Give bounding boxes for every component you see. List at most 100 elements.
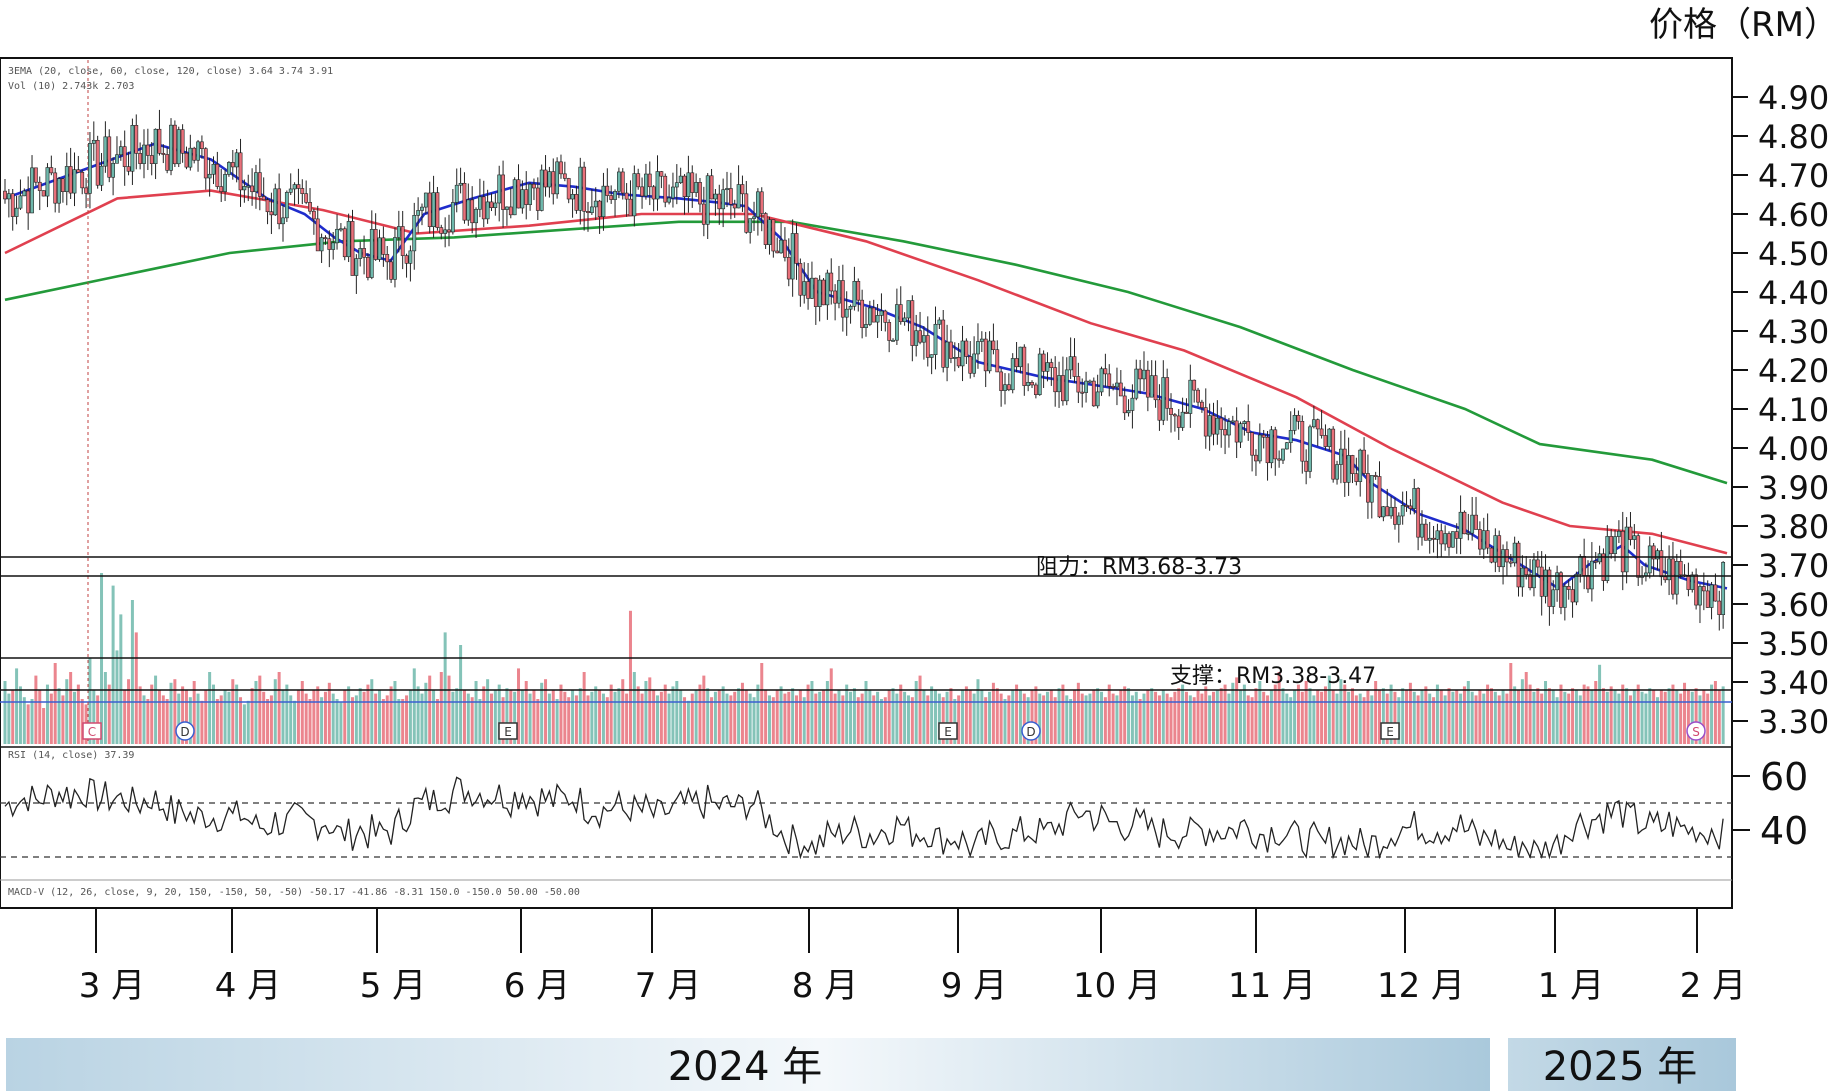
candle bbox=[412, 202, 417, 270]
volume-bar bbox=[138, 686, 142, 744]
volume-bar bbox=[1513, 686, 1517, 744]
volume-bar bbox=[1667, 688, 1671, 744]
candle bbox=[57, 176, 61, 213]
candle bbox=[894, 288, 899, 345]
candle-body bbox=[161, 152, 166, 155]
candle-body bbox=[1497, 535, 1502, 568]
candle-body bbox=[1346, 455, 1351, 483]
candle-body bbox=[1080, 391, 1085, 394]
candle bbox=[145, 128, 150, 171]
volume-bar bbox=[760, 663, 764, 744]
volume-bar bbox=[1621, 684, 1625, 744]
volume-bar bbox=[1551, 690, 1555, 744]
candle bbox=[840, 264, 845, 332]
candle-body bbox=[470, 199, 475, 224]
candle bbox=[698, 177, 702, 213]
candle-body bbox=[196, 141, 200, 161]
volume-bar bbox=[111, 585, 115, 744]
candle bbox=[1458, 495, 1463, 555]
volume-bar bbox=[1609, 686, 1613, 744]
volume-bar bbox=[1505, 693, 1509, 744]
candle-body bbox=[308, 202, 312, 212]
candle bbox=[184, 146, 189, 170]
candle-body bbox=[1126, 410, 1131, 414]
candle bbox=[497, 165, 502, 222]
volume-bar bbox=[123, 690, 127, 744]
candle-body bbox=[1373, 475, 1378, 477]
candle-body bbox=[976, 341, 980, 355]
candle bbox=[752, 201, 756, 231]
candle-body bbox=[875, 315, 880, 323]
volume-bar bbox=[876, 691, 880, 744]
candle bbox=[3, 178, 7, 204]
candle bbox=[196, 139, 200, 172]
candle bbox=[655, 155, 660, 211]
candle-body bbox=[435, 192, 440, 228]
volume-bar bbox=[667, 693, 671, 744]
candle-body bbox=[1632, 535, 1637, 540]
candle bbox=[1161, 360, 1166, 426]
candle-body bbox=[1176, 415, 1181, 428]
volume-bar bbox=[1080, 693, 1084, 744]
candle-body bbox=[632, 173, 637, 217]
support-label: 支撑：RM3.38-3.47 bbox=[1170, 664, 1376, 689]
candle bbox=[1261, 429, 1266, 449]
volume-bar bbox=[1605, 691, 1609, 744]
volume-bar bbox=[1466, 681, 1470, 744]
price-tick-label: 4.50 bbox=[1758, 235, 1829, 273]
candle-body bbox=[1524, 567, 1529, 576]
candle bbox=[346, 213, 351, 263]
candle-body bbox=[512, 179, 517, 216]
volume-bar bbox=[964, 686, 968, 744]
volume-bar bbox=[1462, 686, 1466, 744]
candle-body bbox=[184, 152, 189, 168]
candle-body bbox=[1296, 415, 1301, 422]
candle-body bbox=[1470, 514, 1475, 534]
candle bbox=[22, 188, 27, 197]
year-band-2024 bbox=[6, 1038, 1490, 1091]
candle bbox=[1477, 521, 1482, 556]
candle bbox=[1470, 497, 1475, 541]
resistance-label: 阻力：RM3.68-3.73 bbox=[1036, 555, 1242, 580]
volume-bar bbox=[1721, 686, 1725, 744]
volume-bar bbox=[22, 697, 26, 744]
volume-bar bbox=[420, 693, 424, 744]
candle-body bbox=[1153, 375, 1158, 401]
candle-body bbox=[33, 167, 38, 183]
volume-bar bbox=[374, 693, 378, 744]
candle-body bbox=[53, 172, 58, 204]
candle-body bbox=[906, 300, 911, 319]
candle bbox=[964, 338, 969, 365]
price-tick-label: 3.90 bbox=[1758, 469, 1829, 507]
volume-bar bbox=[1254, 688, 1258, 744]
price-tick-label: 3.40 bbox=[1758, 664, 1829, 702]
volume-bar bbox=[706, 688, 710, 744]
candle-body bbox=[1393, 506, 1397, 525]
candle-body bbox=[296, 184, 301, 189]
volume-bar bbox=[1613, 690, 1617, 744]
volume-bar bbox=[574, 695, 578, 744]
candle bbox=[339, 223, 343, 232]
candle bbox=[659, 170, 664, 189]
volume-bar bbox=[231, 679, 235, 744]
price-axis: 4.904.804.704.604.504.404.304.204.104.00… bbox=[1732, 79, 1829, 853]
volume-bar bbox=[385, 695, 389, 744]
candle bbox=[1616, 520, 1621, 544]
candle-body bbox=[922, 335, 926, 343]
candle-body bbox=[1613, 536, 1617, 554]
candle-body bbox=[1705, 590, 1710, 608]
candle-body bbox=[203, 148, 208, 179]
volume-bar bbox=[1439, 690, 1443, 744]
volume-bar bbox=[277, 672, 281, 744]
volume-bar bbox=[1223, 684, 1227, 744]
volume-bar bbox=[613, 691, 617, 744]
candle-body bbox=[342, 228, 347, 258]
candle-body bbox=[1107, 373, 1112, 387]
candle bbox=[740, 175, 745, 212]
candle-body bbox=[1404, 505, 1409, 507]
candle-body bbox=[856, 281, 861, 301]
volume-bar bbox=[1636, 684, 1640, 744]
volume-bar bbox=[1663, 691, 1667, 744]
candle bbox=[1346, 437, 1351, 496]
candle-body bbox=[1416, 488, 1421, 538]
